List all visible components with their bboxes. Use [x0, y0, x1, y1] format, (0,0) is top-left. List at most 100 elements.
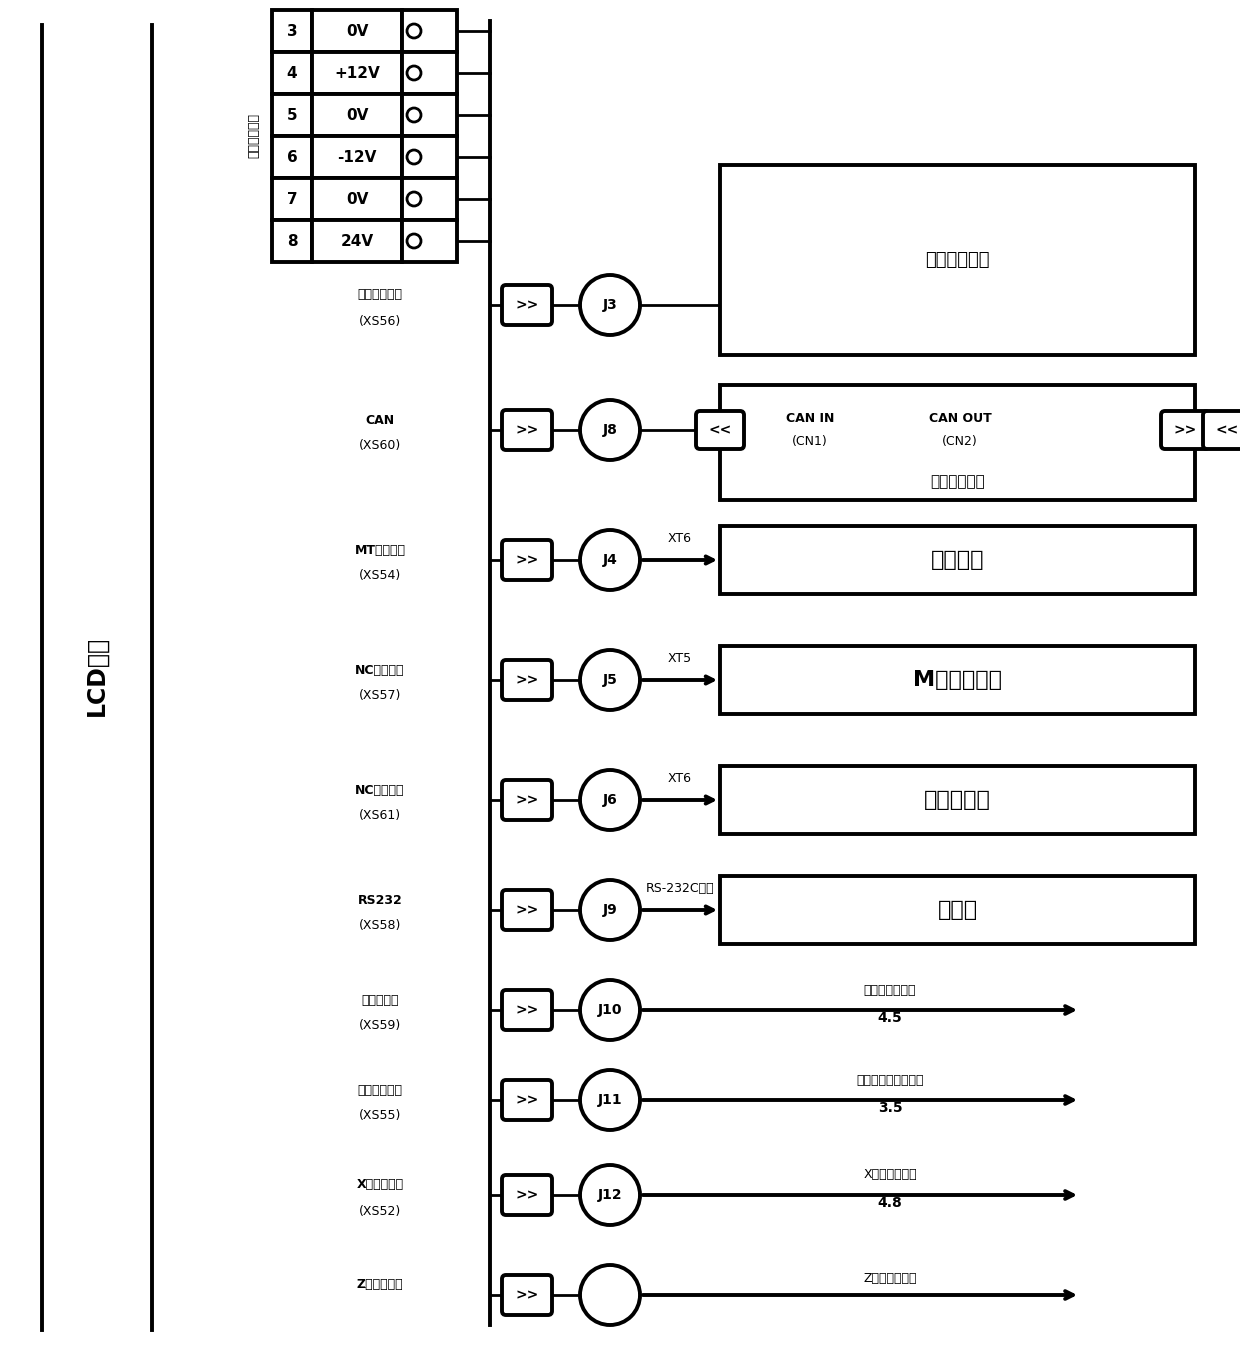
Text: 3: 3 [286, 23, 298, 38]
Text: >>: >> [516, 1092, 538, 1107]
Text: (XS59): (XS59) [358, 1019, 401, 1033]
Text: XT6: XT6 [668, 531, 692, 545]
Text: <<: << [1215, 423, 1239, 437]
Text: MT输入信号: MT输入信号 [355, 544, 405, 557]
Text: (XS55): (XS55) [358, 1110, 402, 1122]
Text: 显示器: 显示器 [937, 900, 977, 919]
Text: 24V: 24V [341, 234, 373, 249]
Bar [720, 876, 1195, 944]
Text: 5: 5 [286, 108, 298, 123]
Text: 6: 6 [286, 150, 298, 165]
Text: 0V: 0V [346, 23, 368, 38]
Bar [402, 178, 458, 220]
Text: (XS58): (XS58) [358, 919, 402, 933]
Circle shape [580, 1069, 640, 1130]
Text: CAN OUT: CAN OUT [929, 411, 991, 425]
FancyBboxPatch shape [502, 890, 552, 930]
Text: (CN2): (CN2) [942, 435, 978, 449]
Bar [272, 51, 312, 95]
Bar [402, 137, 458, 178]
Text: J10: J10 [598, 1003, 622, 1017]
FancyBboxPatch shape [502, 1080, 552, 1119]
Text: 变频模拟信号: 变频模拟信号 [357, 1083, 403, 1096]
Text: 8: 8 [286, 234, 298, 249]
Text: J4: J4 [603, 553, 618, 566]
Circle shape [580, 771, 640, 830]
Text: (XS54): (XS54) [358, 569, 401, 583]
Text: >>: >> [516, 1288, 538, 1302]
Text: >>: >> [516, 673, 538, 687]
Text: (XS57): (XS57) [358, 690, 402, 703]
Bar [402, 220, 458, 262]
Bar [272, 9, 312, 51]
Text: >>: >> [516, 423, 538, 437]
Bar [272, 178, 312, 220]
Text: >>: >> [516, 297, 538, 312]
Text: Z轴伺服放大器: Z轴伺服放大器 [863, 1272, 916, 1286]
Circle shape [580, 980, 640, 1040]
Bar [312, 178, 402, 220]
Text: -12V: -12V [337, 150, 377, 165]
Text: LCD单元: LCD单元 [86, 635, 109, 717]
Bar [272, 95, 312, 137]
Text: 辅助操作面板: 辅助操作面板 [925, 251, 990, 269]
FancyBboxPatch shape [502, 660, 552, 700]
FancyBboxPatch shape [696, 411, 744, 449]
FancyBboxPatch shape [502, 780, 552, 821]
Text: 0V: 0V [346, 192, 368, 207]
Text: 手轮操控盒: 手轮操控盒 [924, 790, 991, 810]
Circle shape [580, 400, 640, 460]
Text: 主轴变频器模拟输入: 主轴变频器模拟输入 [857, 1073, 924, 1087]
Text: >>: >> [516, 553, 538, 566]
Text: J11: J11 [598, 1092, 622, 1107]
Bar [720, 526, 1195, 594]
Text: 稳压电源输入: 稳压电源输入 [248, 114, 260, 158]
Text: NC输入信号: NC输入信号 [355, 784, 404, 796]
FancyBboxPatch shape [1203, 411, 1240, 449]
Bar [312, 51, 402, 95]
Text: >>: >> [516, 1003, 538, 1017]
Text: (XS56): (XS56) [358, 315, 401, 327]
Text: J8: J8 [603, 423, 618, 437]
Text: 0V: 0V [346, 108, 368, 123]
Text: 4: 4 [286, 65, 298, 81]
Circle shape [407, 234, 422, 247]
Text: 主轴编码器: 主轴编码器 [361, 994, 399, 1006]
Bar [402, 51, 458, 95]
FancyBboxPatch shape [502, 990, 552, 1030]
Text: J5: J5 [603, 673, 618, 687]
Circle shape [407, 24, 422, 38]
Text: 附加控制面板: 附加控制面板 [357, 288, 403, 301]
Text: >>: >> [516, 794, 538, 807]
Circle shape [580, 1165, 640, 1225]
Circle shape [580, 650, 640, 710]
FancyBboxPatch shape [1161, 411, 1209, 449]
Bar [720, 385, 1195, 500]
Text: M代码的输入: M代码的输入 [913, 671, 1002, 690]
Text: RS-232C接口: RS-232C接口 [646, 882, 714, 895]
Bar [720, 646, 1195, 714]
Text: 机床操作面板: 机床操作面板 [930, 475, 985, 489]
Bar [312, 95, 402, 137]
Bar [312, 137, 402, 178]
Text: >>: >> [1173, 423, 1197, 437]
Circle shape [580, 880, 640, 940]
Text: <<: << [708, 423, 732, 437]
Bar [272, 220, 312, 262]
Text: 限位开关: 限位开关 [931, 550, 985, 571]
FancyBboxPatch shape [502, 1175, 552, 1215]
Circle shape [407, 150, 422, 164]
Circle shape [407, 108, 422, 122]
FancyBboxPatch shape [502, 1275, 552, 1315]
Text: J3: J3 [603, 297, 618, 312]
Bar [402, 95, 458, 137]
Bar [720, 767, 1195, 834]
Text: 3.5: 3.5 [878, 1101, 903, 1115]
Bar [312, 9, 402, 51]
Circle shape [407, 66, 422, 80]
Text: X轴伺服连接: X轴伺服连接 [356, 1179, 403, 1191]
Text: RS232: RS232 [357, 894, 402, 906]
Text: (CN1): (CN1) [792, 435, 828, 449]
Text: 7: 7 [286, 192, 298, 207]
Text: XT5: XT5 [668, 652, 692, 664]
